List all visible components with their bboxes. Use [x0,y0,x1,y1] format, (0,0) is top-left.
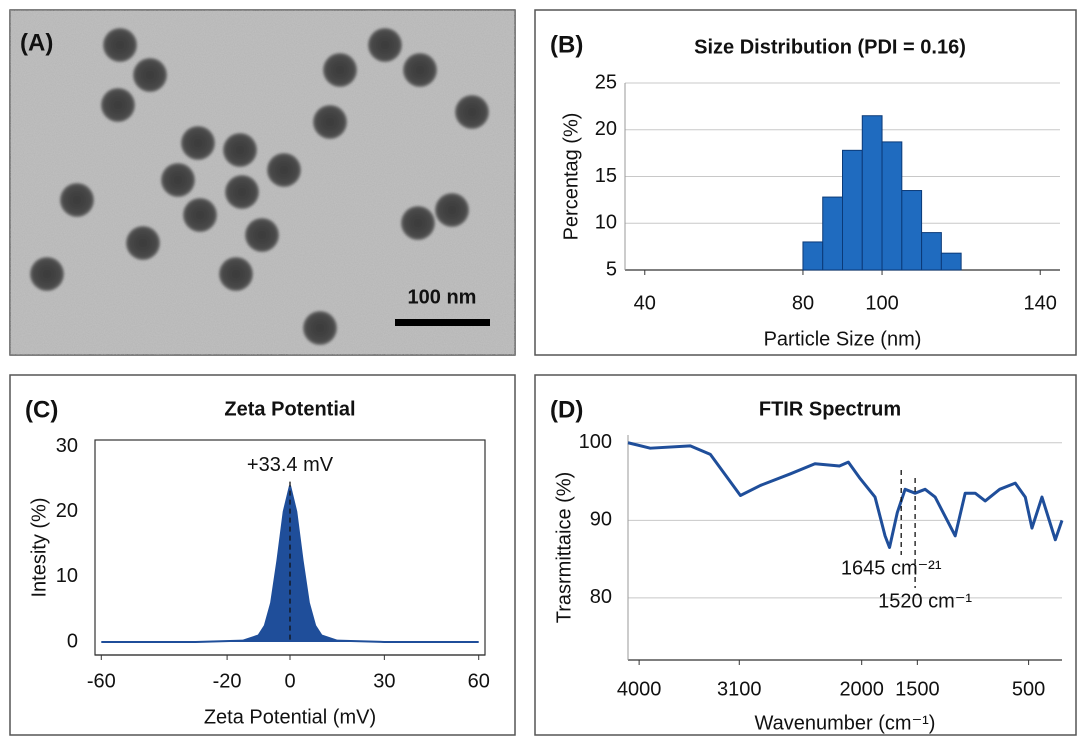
panel-label: (A) [20,29,53,56]
nanoparticle [133,58,167,92]
nanoparticle [183,198,217,232]
annotation: 1645 cm⁻²¹ [841,557,942,579]
bar [803,242,823,270]
x-tick-label: 3100 [717,678,762,700]
nanoparticle [219,257,253,291]
y-axis-label: Percentag (%) [560,113,582,241]
y-axis-label: Intesity (%) [28,497,50,597]
panel-label: (D) [550,396,583,423]
nanoparticle [313,105,347,139]
y-tick-label: 10 [56,565,78,587]
nanoparticle [161,163,195,197]
figure: 100 nm (A) (B) Size Distribution (PDI = 0… [0,0,1086,740]
nanoparticle [323,53,357,87]
bar [862,116,882,270]
nanoparticle [60,183,94,217]
panel-label: (B) [550,31,583,58]
bar [823,197,843,270]
y-tick-label: 90 [590,509,612,531]
nanoparticle [401,206,435,240]
chart-title: Size Distribution (PDI = 0.16) [694,36,966,58]
nanoparticle [435,193,469,227]
x-axis-label: Particle Size (nm) [764,328,922,350]
x-tick-label: 1500 [895,678,940,700]
x-tick-label: 4000 [617,678,662,700]
x-tick-label: 100 [865,292,898,314]
x-tick-label: 40 [634,292,656,314]
bar [902,191,922,270]
bar [922,233,942,270]
nanoparticle [368,28,402,62]
x-tick-label: 140 [1024,292,1057,314]
x-tick-label: -60 [87,670,116,692]
y-tick-label: 5 [606,258,617,280]
y-axis-label: Trasrmittaice (%) [553,472,575,623]
bar [941,253,961,270]
y-tick-label: 30 [56,435,78,457]
x-axis-label: Zeta Potential (mV) [204,706,376,728]
annotation: 1520 cm⁻¹ [878,590,972,612]
chart-title: FTIR Spectrum [759,398,901,420]
nanoparticle [225,175,259,209]
nanoparticle [101,88,135,122]
x-tick-label: 500 [1012,678,1045,700]
y-tick-label: 25 [595,71,617,93]
nanoparticle [245,218,279,252]
nanoparticle [103,28,137,62]
nanoparticle [223,133,257,167]
x-tick-label: 60 [468,670,490,692]
y-tick-label: 20 [56,500,78,522]
y-tick-label: 0 [67,630,78,652]
nanoparticle [455,95,489,129]
y-tick-label: 15 [595,165,617,187]
y-tick-label: 80 [590,586,612,608]
annotation: +33.4 mV [247,454,334,476]
panel-label: (C) [25,396,58,423]
nanoparticle [30,257,64,291]
y-tick-label: 10 [595,212,617,234]
nanoparticle [303,311,337,345]
scale-bar [395,319,490,326]
y-tick-label: 100 [579,431,612,453]
nanoparticle [267,153,301,187]
x-tick-label: 80 [792,292,814,314]
nanoparticle [181,126,215,160]
panel-frame [10,375,515,735]
bar [843,150,863,270]
panel-a: 100 nm (A) [10,10,515,355]
x-axis-label: Wavenumber (cm⁻¹) [755,712,936,734]
bar [882,142,902,270]
scale-bar-label: 100 nm [408,286,477,308]
x-tick-label: 30 [373,670,395,692]
chart-title: Zeta Potential [224,398,355,420]
x-tick-label: 0 [284,670,295,692]
x-tick-label: 2000 [839,678,884,700]
y-tick-label: 20 [595,118,617,140]
nanoparticle [403,53,437,87]
nanoparticle [126,226,160,260]
x-tick-label: -20 [213,670,242,692]
